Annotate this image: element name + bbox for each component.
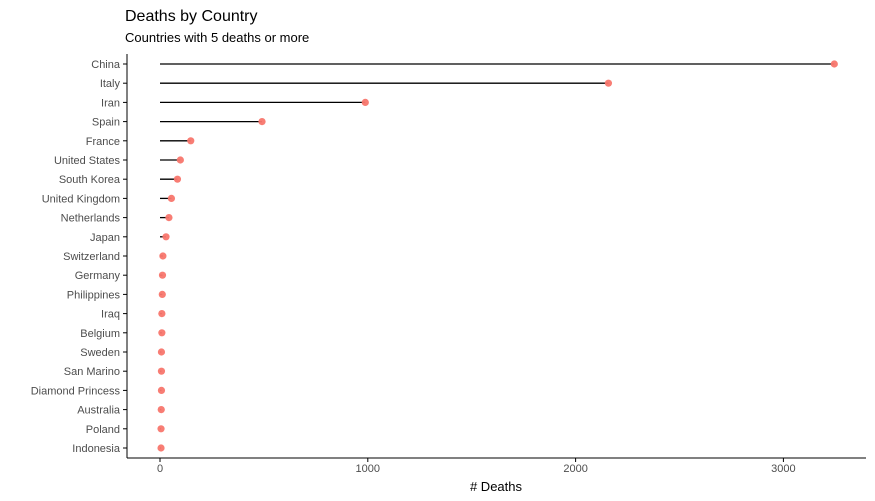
y-tick-label: China xyxy=(91,59,121,71)
y-tick-label: Germany xyxy=(75,270,121,282)
x-tick-label: 2000 xyxy=(563,463,587,475)
y-tick-label: Iran xyxy=(101,97,120,109)
x-tick-label: 3000 xyxy=(771,463,795,475)
data-point xyxy=(167,194,176,202)
x-tick-label: 0 xyxy=(157,463,163,475)
x-tick-label: 1000 xyxy=(356,463,380,475)
x-axis: 0 1000 2000 3000 xyxy=(157,458,796,475)
plot-area xyxy=(157,60,838,452)
data-point xyxy=(157,425,165,433)
data-point xyxy=(604,79,613,87)
y-tick-label: Poland xyxy=(86,424,120,436)
x-axis-title: # Deaths xyxy=(470,479,523,494)
chart-title: Deaths by Country xyxy=(125,8,258,25)
data-point xyxy=(159,252,167,260)
y-tick-label: Philippines xyxy=(67,289,121,301)
data-point xyxy=(157,386,166,394)
y-tick-label: Iraq xyxy=(101,309,120,321)
data-point xyxy=(157,406,165,414)
y-tick-label: Italy xyxy=(100,78,121,90)
data-point xyxy=(173,175,182,183)
y-tick-label: United States xyxy=(54,155,121,167)
data-point xyxy=(187,137,195,145)
data-point xyxy=(176,156,184,164)
data-point xyxy=(158,290,166,298)
data-point xyxy=(258,118,266,126)
data-point xyxy=(157,348,166,356)
data-point xyxy=(830,60,838,68)
y-tick-label: Spain xyxy=(92,117,120,129)
y-tick-label: Australia xyxy=(77,405,121,417)
y-tick-label: Switzerland xyxy=(63,251,120,263)
data-point xyxy=(157,444,165,452)
y-tick-label: San Marino xyxy=(64,366,120,378)
chart-subtitle: Countries with 5 deaths or more xyxy=(125,30,309,45)
y-tick-label: Japan xyxy=(90,232,120,244)
y-tick-label: South Korea xyxy=(59,174,121,186)
y-tick-label: United Kingdom xyxy=(42,193,120,205)
data-point xyxy=(162,233,170,241)
y-tick-label: Sweden xyxy=(80,347,120,359)
y-tick-label: France xyxy=(86,136,120,148)
y-tick-label: Belgium xyxy=(80,328,120,340)
data-point xyxy=(158,310,166,318)
data-point xyxy=(158,329,166,337)
data-point xyxy=(158,271,167,279)
data-point xyxy=(361,98,369,106)
y-tick-label: Indonesia xyxy=(72,443,121,455)
y-axis: China Italy Iran Spain France United States So… xyxy=(31,59,127,455)
data-point xyxy=(165,214,173,222)
y-tick-label: Netherlands xyxy=(61,213,121,225)
data-point xyxy=(157,367,166,375)
y-tick-label: Diamond Princess xyxy=(31,385,121,397)
